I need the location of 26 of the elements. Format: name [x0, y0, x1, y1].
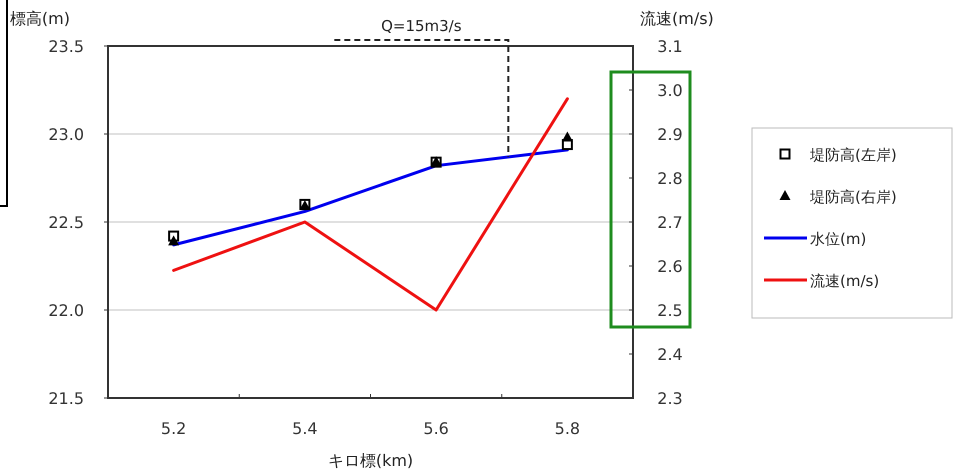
x-tick-label: 5.2 — [160, 419, 186, 438]
y-tick-label: 22.0 — [48, 301, 84, 320]
legend-label: 流速(m/s) — [810, 272, 880, 290]
y2-tick-label: 2.6 — [657, 257, 683, 276]
y2-tick-label: 2.3 — [657, 389, 683, 408]
legend-label: 水位(m) — [810, 230, 866, 248]
y2-tick-label: 2.7 — [657, 213, 683, 232]
legend-label: 堤防高(右岸) — [809, 188, 897, 206]
y2-tick-label: 3.1 — [657, 37, 683, 56]
y2-axis-title: 流速(m/s) — [640, 9, 714, 28]
y-tick-label: 22.5 — [48, 213, 84, 232]
x-tick-label: 5.4 — [292, 419, 318, 438]
y2-tick-label: 2.5 — [657, 301, 683, 320]
y2-tick-label: 3.0 — [657, 81, 683, 100]
y2-tick-label: 2.4 — [657, 345, 683, 364]
y2-tick-label: 2.8 — [657, 169, 683, 188]
y-tick-label: 23.5 — [48, 37, 84, 56]
annotation: Q=15m3/s — [381, 17, 462, 35]
y-axis-title: 標高(m) — [10, 9, 70, 28]
y-tick-label: 23.0 — [48, 125, 84, 144]
y2-tick-label: 2.9 — [657, 125, 683, 144]
x-tick-label: 5.6 — [423, 419, 449, 438]
x-tick-label: 5.8 — [554, 419, 580, 438]
x-axis-title: キロ標(km) — [328, 451, 414, 470]
y-tick-label: 21.5 — [48, 389, 84, 408]
legend-label: 堤防高(左岸) — [809, 146, 897, 164]
